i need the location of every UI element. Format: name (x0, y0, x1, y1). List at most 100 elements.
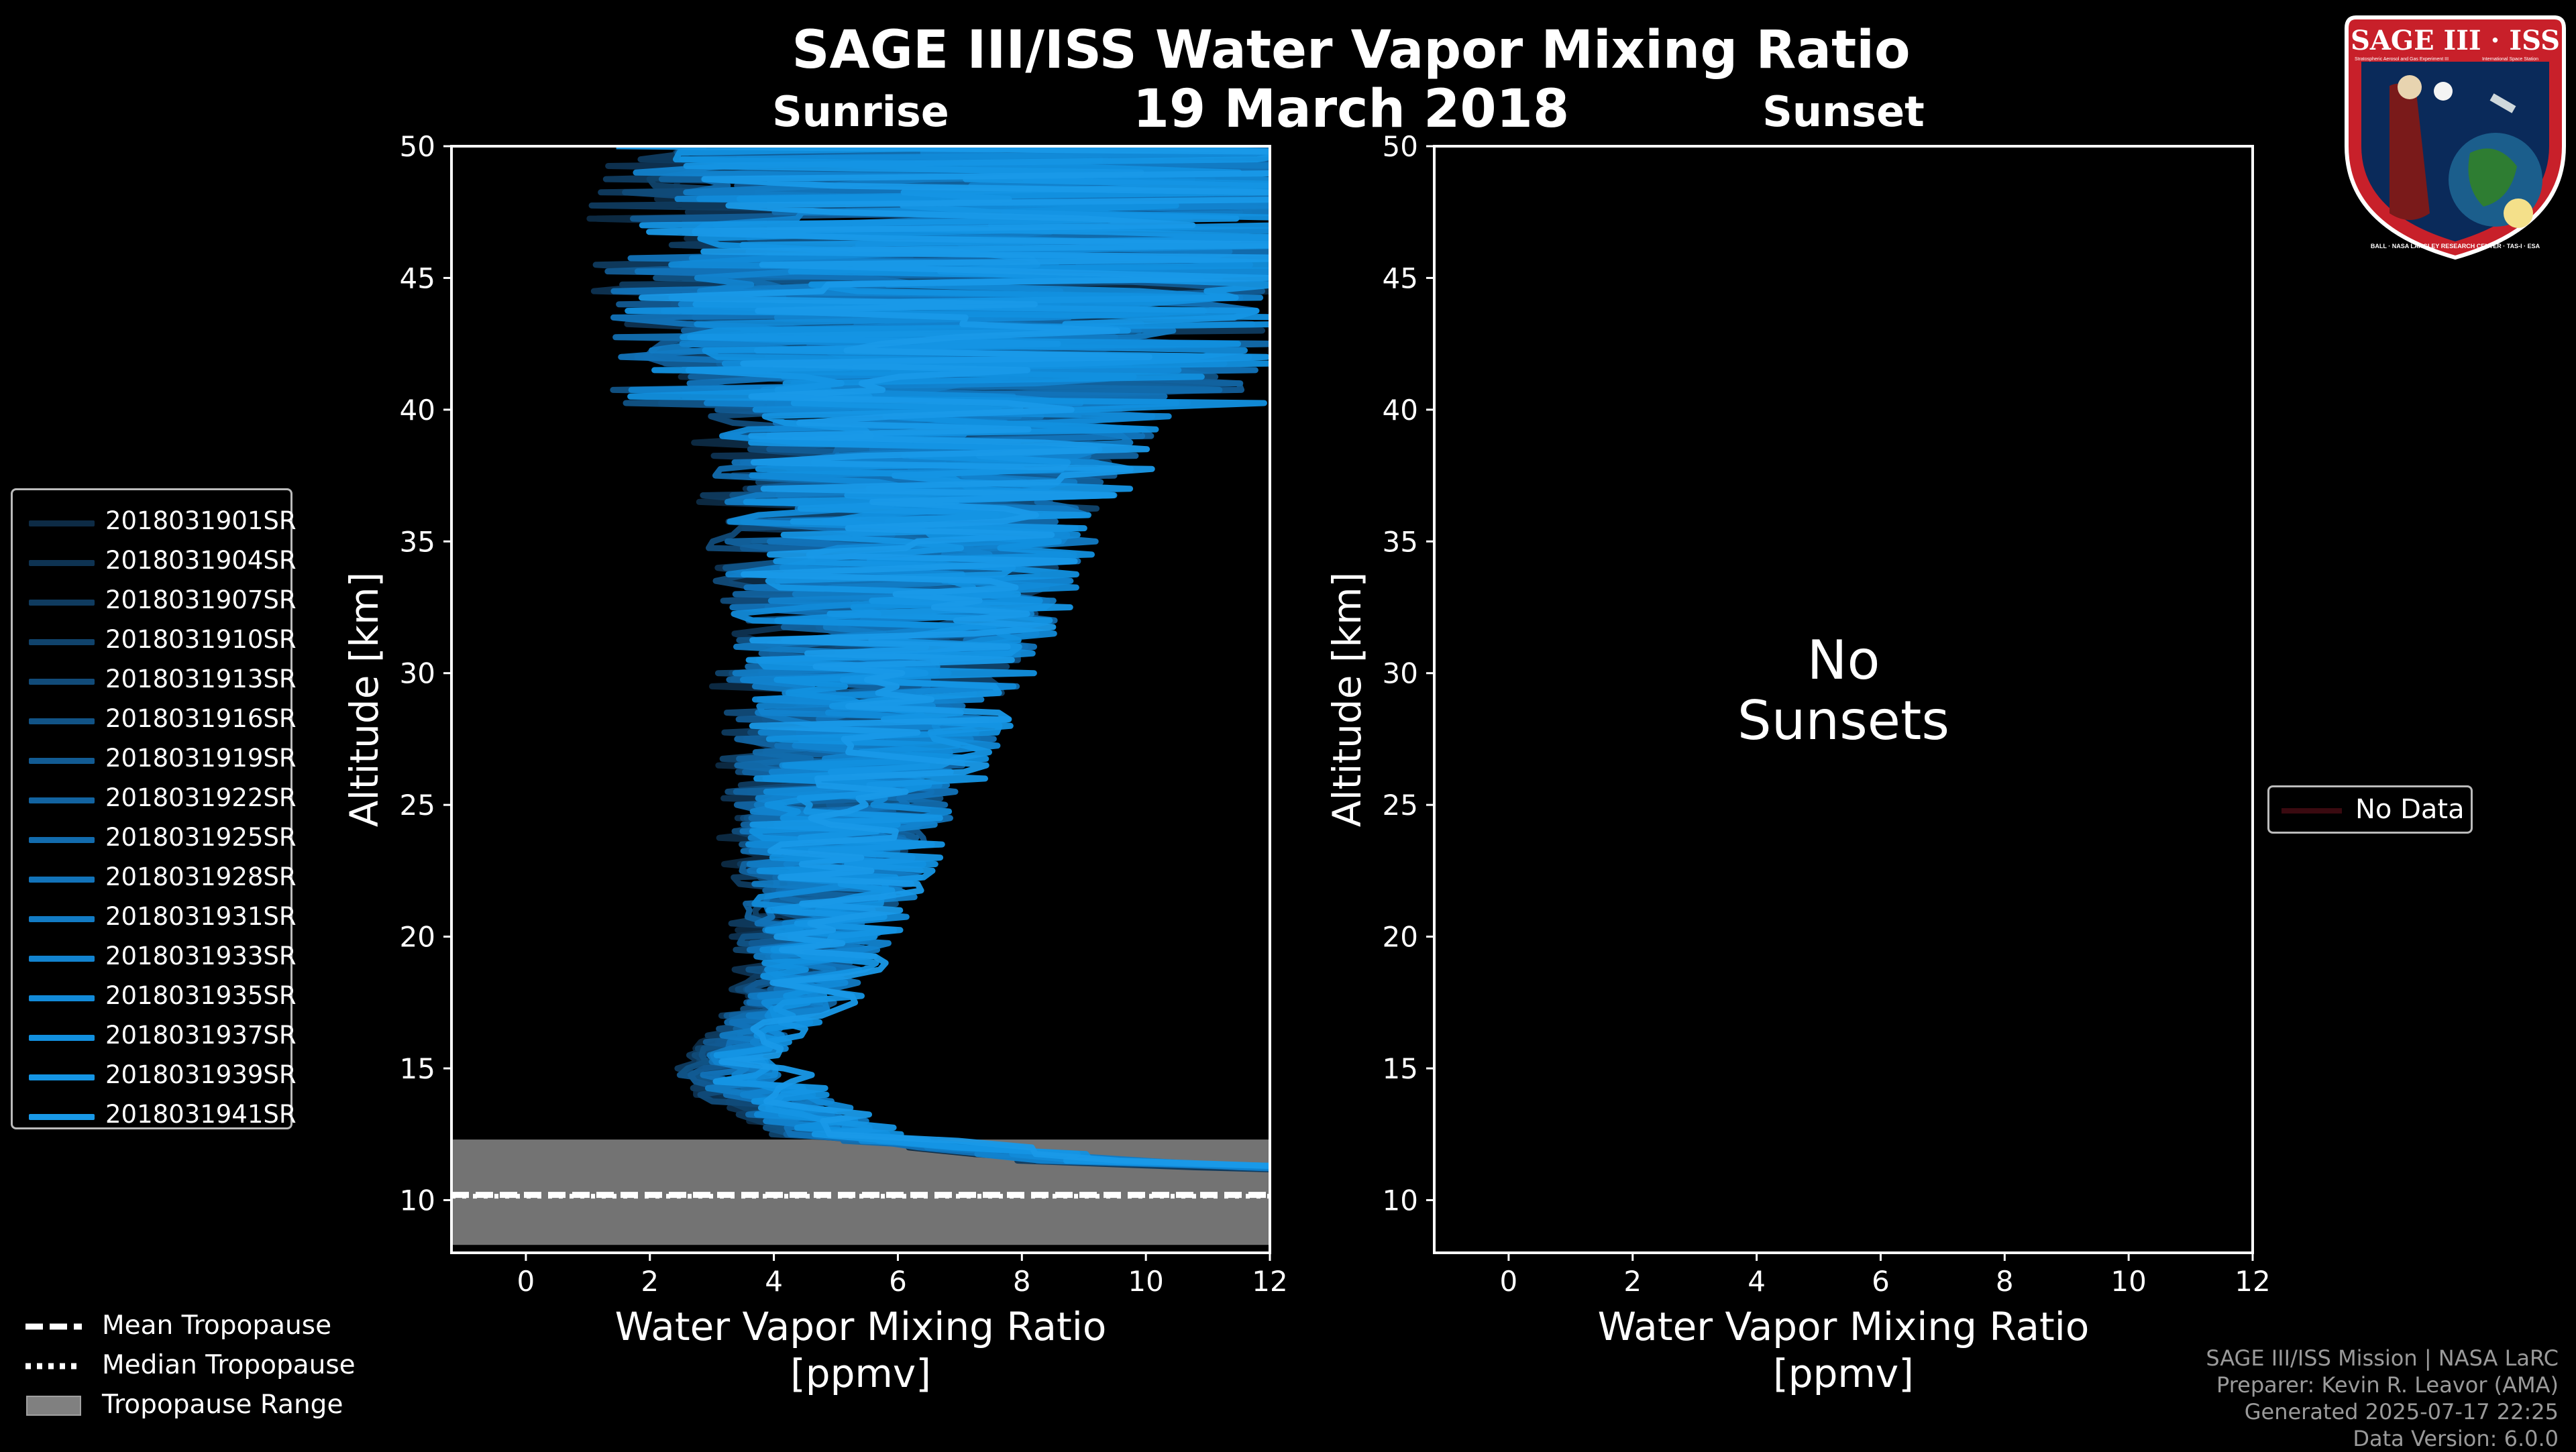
sunrise-panel-title: Sunrise (592, 87, 1129, 136)
sunrise-ytick-label-15: 15 (400, 1052, 435, 1085)
legend-swatch (29, 1114, 95, 1120)
sunset-ytick-label-25: 25 (1383, 789, 1418, 822)
legend-item-2018031919SR: 2018031919SR (19, 740, 288, 779)
sunset-ytick-label-45: 45 (1383, 262, 1418, 294)
legend-swatch (29, 916, 95, 922)
no-sunsets-line2: Sunsets (1434, 691, 2253, 751)
sunrise-ytick-label-45: 45 (400, 262, 435, 294)
logo-subtitle-right: International Space Station (2482, 57, 2538, 62)
sunset-xtick-label-4: 4 (1748, 1265, 1766, 1298)
sunset-xtick-label-2: 2 (1623, 1265, 1642, 1298)
legend-label: 2018031941SR (105, 1100, 297, 1129)
legend-item-2018031904SR: 2018031904SR (19, 542, 288, 581)
legend-label: 2018031919SR (105, 744, 297, 773)
median-tropopause-label: Median Tropopause (102, 1350, 356, 1380)
legend-item-2018031935SR: 2018031935SR (19, 977, 288, 1016)
sunrise-xlabel-line-2: [ppmv] (790, 1351, 931, 1396)
median-tropopause-swatch (20, 1346, 94, 1386)
sunrise-ytick-label-30: 30 (400, 657, 435, 690)
logo-sun (2504, 199, 2533, 228)
sunrise-xtick-label-2: 2 (641, 1265, 659, 1298)
legend-swatch (29, 679, 95, 685)
mean-tropopause-legend-item: Mean Tropopause (20, 1306, 396, 1347)
legend-item-2018031913SR: 2018031913SR (19, 661, 288, 700)
legend-item-2018031925SR: 2018031925SR (19, 819, 288, 858)
legend-label: 2018031901SR (105, 506, 297, 535)
legend-swatch (29, 560, 95, 566)
logo-ring-text: BALL · NASA LANGLEY RESEARCH CENTER · TA… (2371, 243, 2540, 249)
logo-title: SAGE III · ISS (2351, 25, 2560, 56)
figure-date: 19 March 2018 (0, 79, 2576, 139)
credit-mission: SAGE III/ISS Mission | NASA LaRC (2206, 1345, 2559, 1372)
legend-item-2018031922SR: 2018031922SR (19, 779, 288, 818)
sunset-xtick-label-6: 6 (1872, 1265, 1890, 1298)
sunrise-xtick-label-8: 8 (1013, 1265, 1031, 1298)
legend-label: 2018031928SR (105, 862, 297, 891)
legend-label: 2018031939SR (105, 1060, 297, 1089)
legend-item-2018031937SR: 2018031937SR (19, 1017, 288, 1056)
logo-figure-head (2398, 75, 2422, 99)
legend-swatch (29, 877, 95, 883)
sunrise-ytick-label-25: 25 (400, 789, 435, 822)
legend-item-2018031933SR: 2018031933SR (19, 938, 288, 976)
legend-item-2018031928SR: 2018031928SR (19, 858, 288, 897)
sunrise-ytick-label-35: 35 (400, 525, 435, 558)
tropopause-range-legend-item: Tropopause Range (20, 1386, 396, 1426)
figure-title: SAGE III/ISS Water Vapor Mixing Ratio (0, 20, 2576, 80)
sunset-xlabel-line-1: Water Vapor Mixing Ratio (1598, 1304, 2090, 1349)
sunset-ytick-label-20: 20 (1383, 921, 1418, 954)
logo-subtitle-left: Stratospheric Aerosol and Gas Experiment… (2355, 57, 2449, 62)
no-data-swatch (2282, 808, 2342, 814)
sunrise-xtick-label-12: 12 (1252, 1265, 1287, 1298)
tropopause-range-swatch (20, 1386, 94, 1426)
legend-label: 2018031913SR (105, 665, 297, 693)
credits: SAGE III/ISS Mission | NASA LaRC Prepare… (2206, 1345, 2559, 1452)
legend-item-2018031941SR: 2018031941SR (19, 1096, 288, 1135)
sunset-xtick-label-12: 12 (2235, 1265, 2270, 1298)
legend-item-2018031907SR: 2018031907SR (19, 581, 288, 620)
legend-swatch (29, 758, 95, 764)
mean-tropopause-label: Mean Tropopause (102, 1310, 331, 1341)
sunrise-ytick-label-10: 10 (400, 1184, 435, 1217)
legend-label: 2018031937SR (105, 1021, 297, 1050)
sunset-ytick-label-35: 35 (1383, 525, 1418, 558)
median-tropopause-legend-item: Median Tropopause (20, 1346, 396, 1386)
legend-swatch (29, 995, 95, 1001)
sunrise-ylabel: Altitude [km] (341, 572, 387, 827)
sunset-ytick-label-30: 30 (1383, 657, 1418, 690)
credit-preparer: Preparer: Kevin R. Leavor (AMA) (2206, 1372, 2559, 1398)
sunset-ylabel: Altitude [km] (1324, 572, 1370, 827)
legend-swatch (29, 1035, 95, 1041)
sunset-xlabel-line-2: [ppmv] (1773, 1351, 1914, 1396)
sunrise-xlabel-line-1: Water Vapor Mixing Ratio (615, 1304, 1107, 1349)
legend-label: 2018031931SR (105, 902, 297, 931)
sunset-xtick-label-8: 8 (1996, 1265, 2014, 1298)
logo-moon (2434, 82, 2453, 101)
legend-swatch (29, 600, 95, 606)
legend-swatch (29, 520, 95, 526)
no-sunsets-message: No Sunsets (1434, 630, 2253, 751)
legend-label: 2018031904SR (105, 546, 297, 575)
sunset-panel-title: Sunset (1575, 87, 2112, 136)
legend-label: 2018031916SR (105, 704, 297, 733)
credit-version: Data Version: 6.0.0 (2206, 1425, 2559, 1452)
no-sunsets-line1: No (1434, 630, 2253, 691)
sunset-xtick-label-10: 10 (2110, 1265, 2146, 1298)
legend-label: 2018031925SR (105, 823, 297, 852)
legend-label: 2018031935SR (105, 981, 297, 1010)
sunset-ytick-label-40: 40 (1383, 394, 1418, 427)
sunrise-ytick-label-40: 40 (400, 394, 435, 427)
sunset-ytick-label-10: 10 (1383, 1184, 1418, 1217)
sunset-xtick-label-0: 0 (1500, 1265, 1518, 1298)
sage-iii-iss-logo: SAGE III · ISS Stratospheric Aerosol and… (2343, 12, 2568, 263)
no-data-label: No Data (2355, 794, 2465, 825)
legend-label: 2018031922SR (105, 783, 297, 812)
legend-swatch (29, 837, 95, 843)
sunrise-xtick-label-0: 0 (517, 1265, 535, 1298)
sunrise-xtick-label-4: 4 (765, 1265, 783, 1298)
legend-label: 2018031907SR (105, 585, 297, 614)
tropopause-range-label: Tropopause Range (102, 1390, 343, 1420)
legend-swatch (29, 718, 95, 724)
legend-item-2018031916SR: 2018031916SR (19, 700, 288, 739)
